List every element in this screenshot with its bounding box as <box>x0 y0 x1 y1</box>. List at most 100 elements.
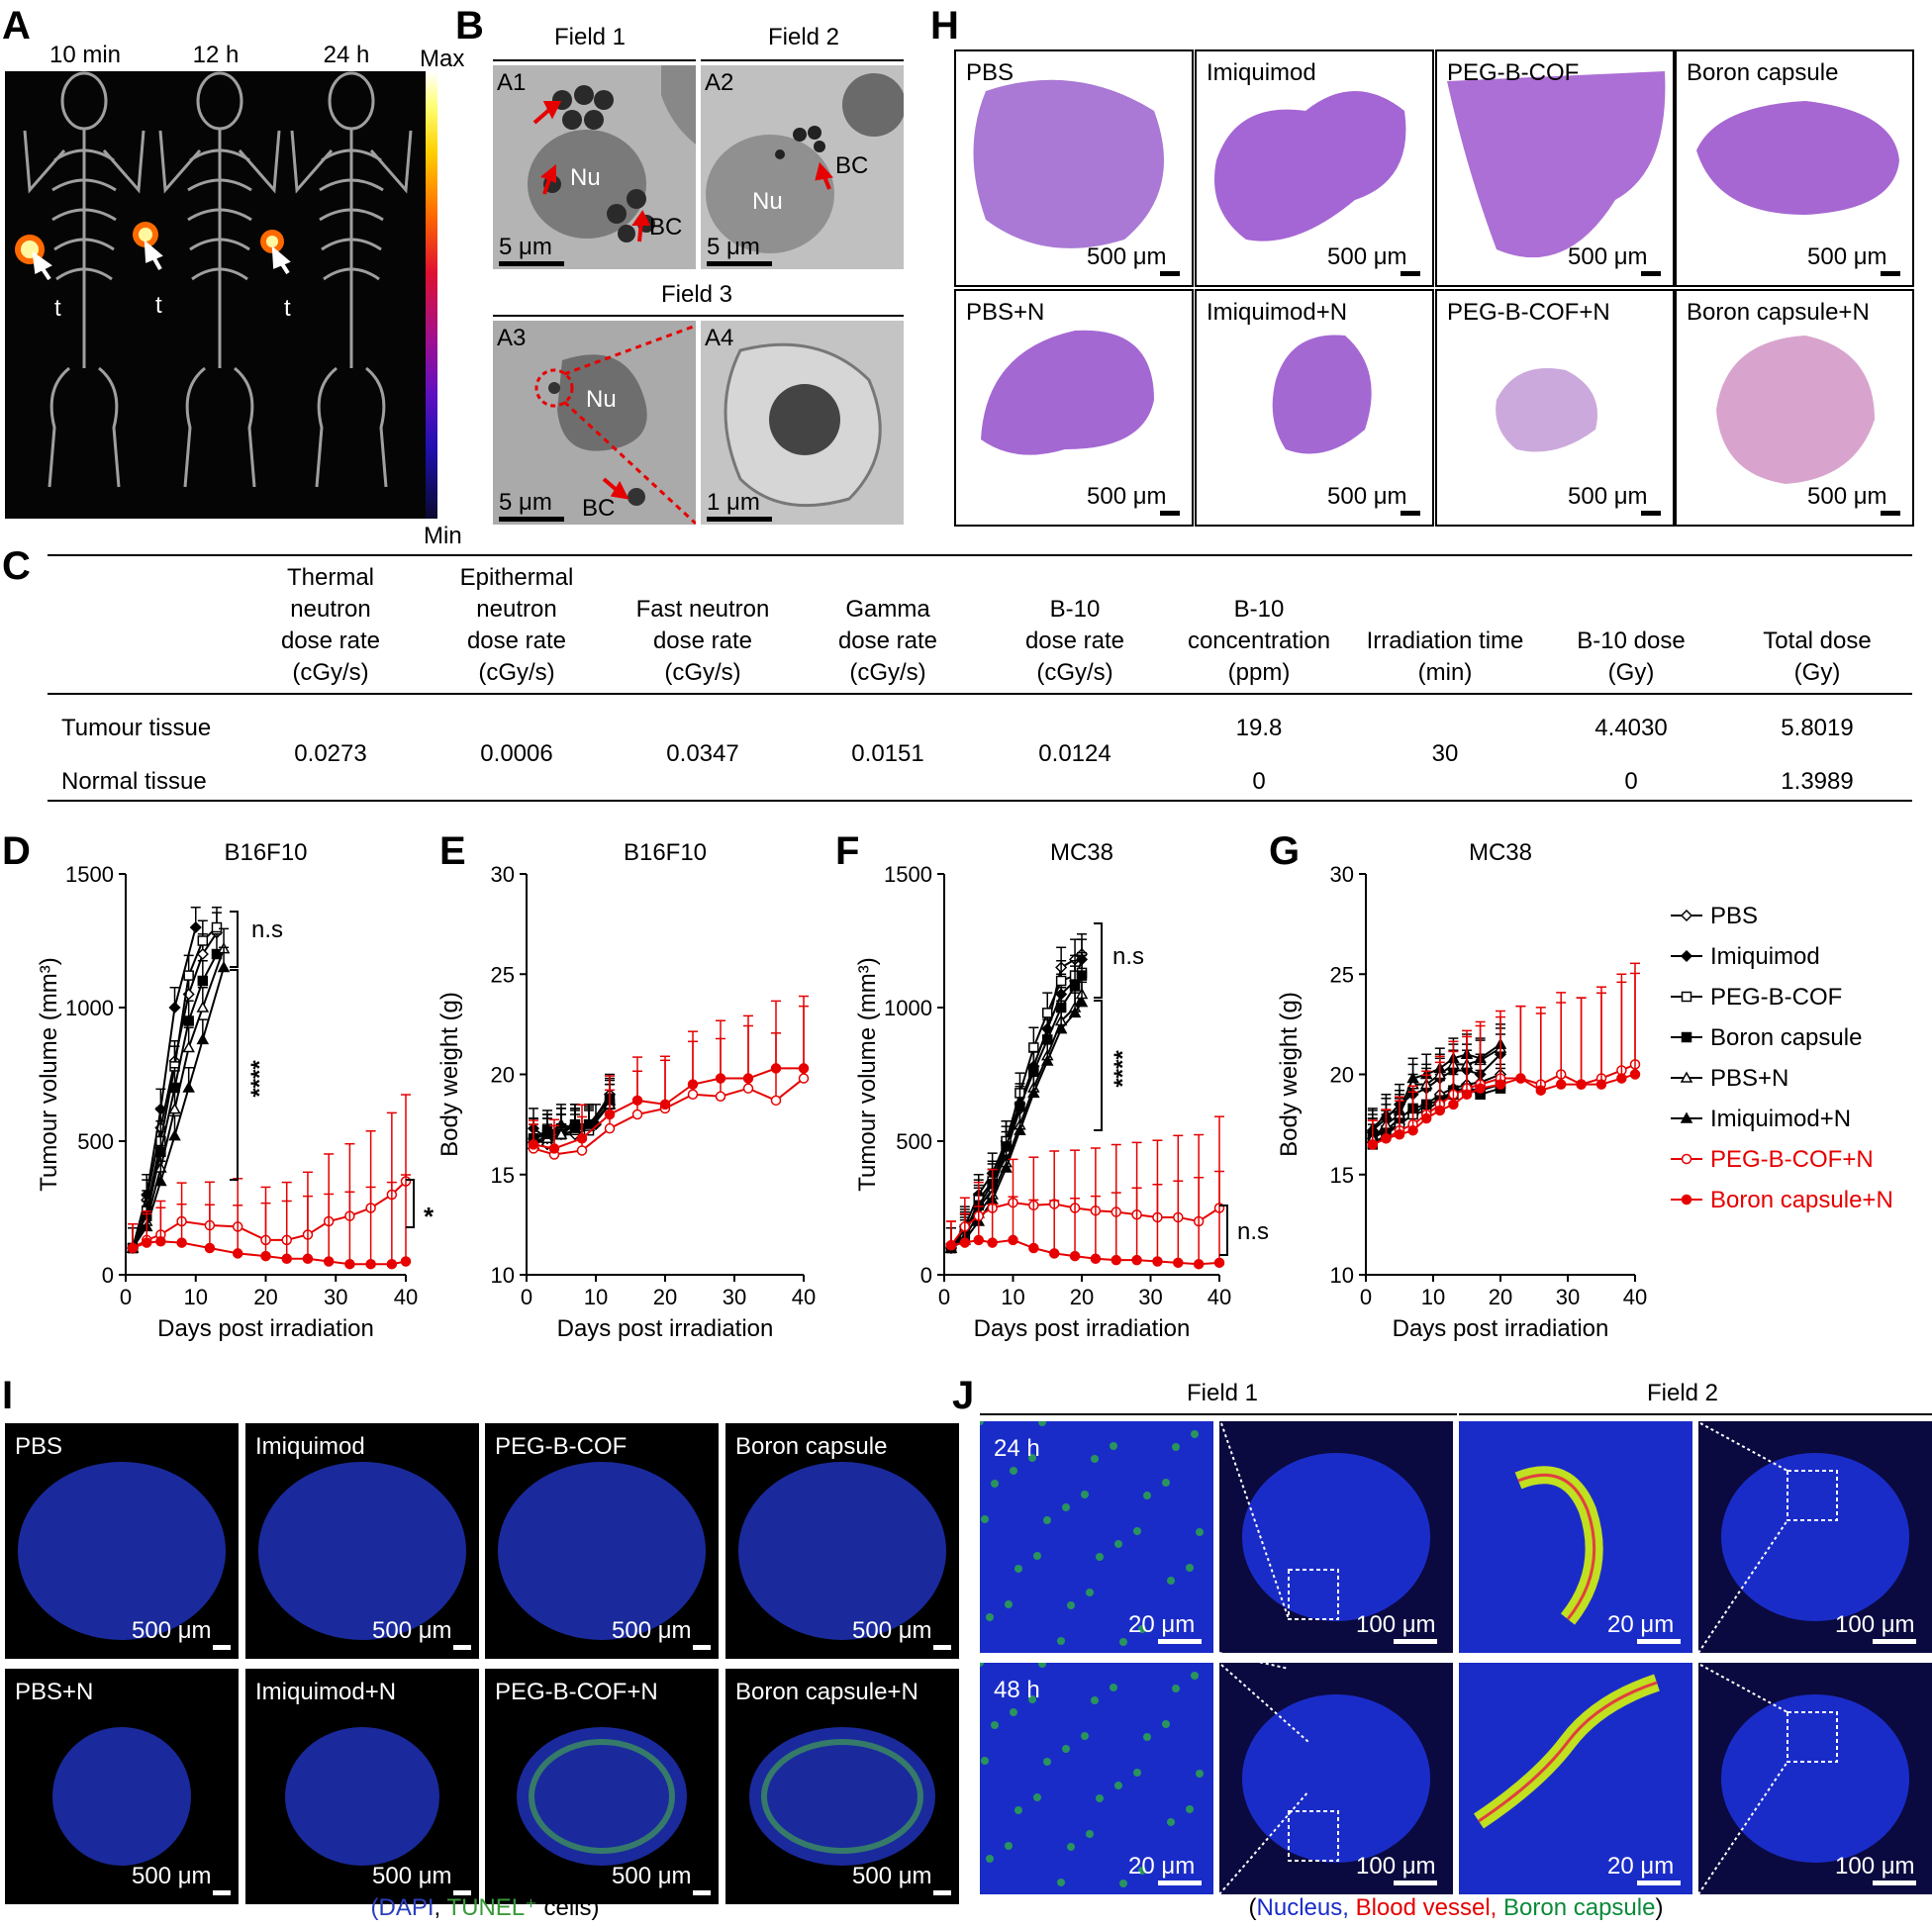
scale-bar <box>707 517 772 522</box>
series <box>127 1094 412 1254</box>
chart-F: 0 500 1000 1500 0 10 20 30 40 MC38 Days post irrad… <box>854 839 1269 1342</box>
data-point <box>1042 1008 1053 1018</box>
data-point <box>1055 975 1067 987</box>
data-point <box>1681 991 1692 1003</box>
y-axis-label: Body weight (g) <box>1276 992 1303 1157</box>
data-point <box>127 1242 139 1254</box>
tissue-section <box>973 79 1164 248</box>
scale-label: 100 μm <box>1835 1853 1915 1880</box>
table-header-line: dose rate <box>466 627 567 654</box>
panel-label-e: E <box>439 829 466 873</box>
table-header-line: Epithermal <box>459 564 574 591</box>
nucleus-label: Nu <box>570 164 601 191</box>
series <box>127 1174 412 1270</box>
data-point <box>1681 1031 1692 1043</box>
colorbar-min-label: Min <box>424 523 462 549</box>
scale-label: 500 μm <box>1807 483 1887 510</box>
table-mid-rule <box>48 693 1912 695</box>
tissue-section <box>1696 101 1899 215</box>
tissue-section <box>1716 336 1875 484</box>
scale-bar <box>1873 1639 1916 1644</box>
data-point <box>1680 949 1693 963</box>
table-header-line: (cGy/s) <box>292 659 369 686</box>
tem-image-a3: A3 Nu BC 5 μm <box>493 321 696 525</box>
caption-nucleus: Nucleus, <box>1256 1894 1349 1921</box>
table-header-line: (cGy/s) <box>1036 659 1113 686</box>
tissue-texture <box>1474 1674 1660 1829</box>
he-image: Imiquimod+N 500 μm <box>1195 289 1434 527</box>
x-tick-label: 0 <box>1360 1285 1372 1309</box>
x-tick-label: 10 <box>1001 1285 1024 1309</box>
annotation: n.s <box>1112 943 1144 970</box>
nucleus-label: Nu <box>752 188 783 215</box>
panel-label-d: D <box>2 829 31 873</box>
data-point <box>344 1258 355 1270</box>
table-header-line: Thermal <box>286 564 375 591</box>
data-point <box>548 1143 560 1154</box>
data-point <box>631 1095 643 1107</box>
data-point <box>576 1133 588 1144</box>
tem-texture <box>724 342 882 508</box>
data-point <box>1475 1083 1486 1094</box>
data-point <box>1054 1022 1068 1034</box>
x-tick-label: 10 <box>184 1285 208 1309</box>
table-header-line: Fast neutron <box>635 596 770 623</box>
data-point <box>604 1122 616 1134</box>
cell-b10dose-tumour: 4.4030 <box>1594 715 1668 741</box>
table-header-line: (Gy) <box>1607 659 1655 686</box>
legend-item: Boron capsule <box>1671 1024 1862 1051</box>
legend-label: Boron capsule <box>1710 1024 1862 1051</box>
y-tick-label: 0 <box>920 1263 932 1288</box>
data-point <box>1131 1254 1142 1266</box>
legend-item: PBS+N <box>1671 1065 1788 1092</box>
group-label: PEG-B-COF <box>1447 59 1580 86</box>
table-bottom-rule <box>48 800 1912 802</box>
vessel-image: 100 μm <box>1219 1663 1453 1894</box>
tumor-label: t <box>155 292 162 319</box>
y-tick-label: 1500 <box>65 862 114 887</box>
scale-label: 500 μm <box>132 1617 212 1644</box>
scale-bar <box>693 1890 711 1895</box>
legend-label: Imiquimod+N <box>1710 1106 1851 1132</box>
data-point <box>715 1073 726 1084</box>
time-label: 48 h <box>994 1677 1040 1703</box>
data-point <box>1367 1139 1379 1150</box>
y-tick-label: 20 <box>491 1063 515 1088</box>
table-header-line: dose rate <box>1024 627 1125 654</box>
scale-label: 500 μm <box>1327 243 1407 270</box>
data-point <box>1555 1079 1567 1090</box>
he-image: Imiquimod 500 μm <box>1195 49 1434 287</box>
tissue-texture <box>980 1421 1204 1646</box>
data-point <box>1680 909 1693 922</box>
tissue-section <box>258 1462 466 1640</box>
series <box>528 1083 616 1150</box>
table-header-line: Total dose <box>1763 627 1872 654</box>
tumor-label: t <box>284 295 291 322</box>
data-point <box>232 1248 243 1259</box>
vessel-image: 20 μm <box>1459 1421 1692 1653</box>
scale-bar <box>1158 1881 1202 1885</box>
caption-comma: , <box>434 1894 447 1921</box>
y-tick-label: 500 <box>77 1129 114 1154</box>
data-point <box>1680 1071 1693 1083</box>
table-header-line: concentration <box>1187 627 1331 654</box>
group-label: PEG-B-COF+N <box>1447 299 1610 326</box>
x-tick-label: 0 <box>938 1285 950 1309</box>
scale-label: 20 μm <box>1128 1611 1196 1638</box>
data-point <box>182 1081 195 1093</box>
row-label-tumour: Tumour tissue <box>61 715 212 741</box>
data-point <box>959 1237 971 1248</box>
y-axis-label: Body weight (g) <box>436 992 463 1157</box>
legend-label: PBS <box>1710 903 1758 929</box>
legend-label: Boron capsule+N <box>1710 1187 1893 1213</box>
data-point <box>742 1083 754 1094</box>
legend-label: Imiquimod <box>1710 943 1820 970</box>
table-header: Epithermal neutron dose rate (cGy/s) <box>460 562 574 689</box>
tem-texture <box>706 73 904 253</box>
subpanel-label: A3 <box>497 325 527 351</box>
legend-item: Imiquimod+N <box>1671 1106 1851 1132</box>
y-tick-label: 10 <box>491 1263 515 1288</box>
x-axis-label: Days post irradiation <box>557 1315 774 1342</box>
data-point <box>197 935 209 946</box>
tissue-section <box>1447 71 1666 258</box>
